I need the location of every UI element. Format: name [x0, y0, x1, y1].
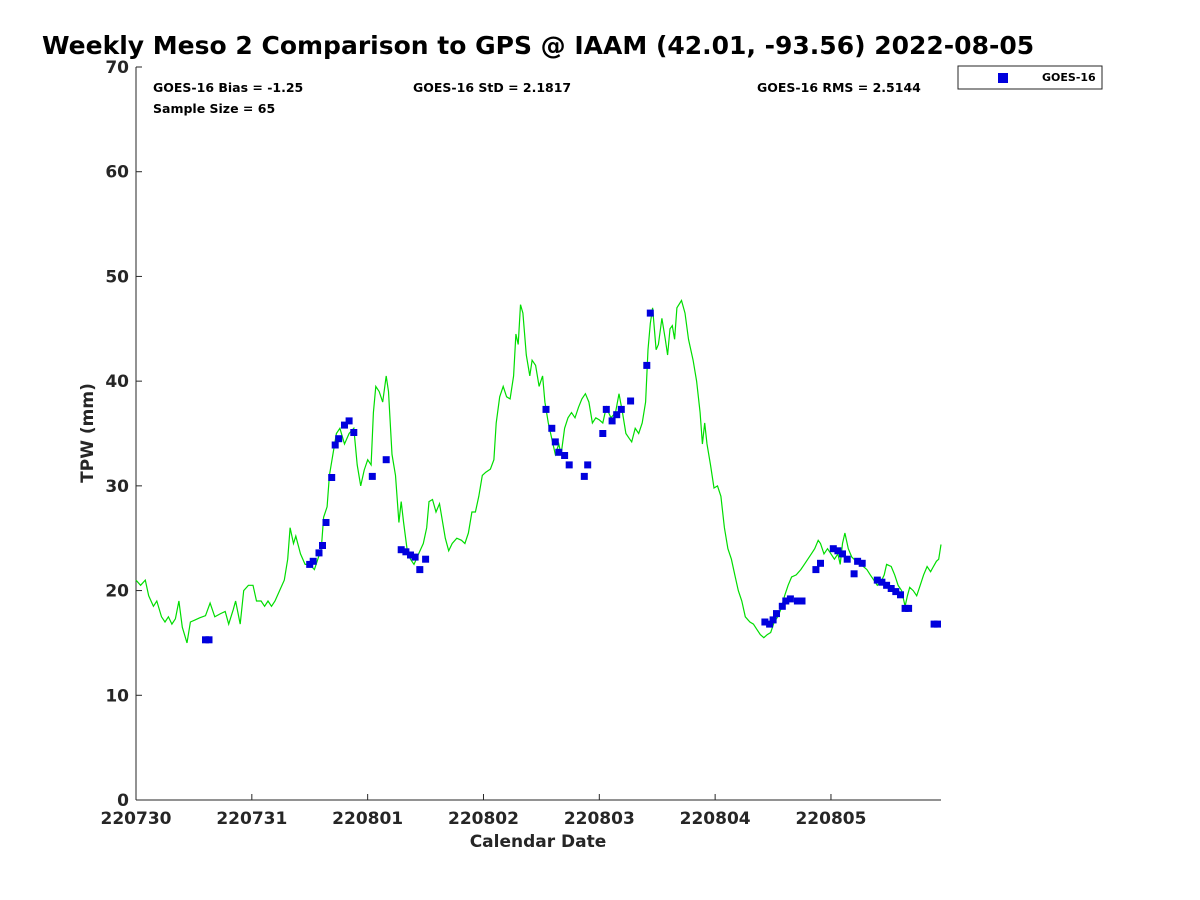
goes16-data-point [382, 456, 390, 464]
y-tick-label: 0 [117, 791, 129, 811]
goes16-data-point [892, 588, 900, 596]
gps-line-layer [135, 299, 942, 644]
goes16-data-point [416, 566, 424, 574]
goes16-data-point [643, 361, 651, 369]
goes16-data-point [551, 438, 559, 446]
goes16-data-point [778, 602, 786, 610]
goes16-data-point [883, 581, 891, 589]
y-tick-label: 60 [105, 163, 129, 183]
goes16-data-point [850, 570, 858, 578]
goes16-data-point [897, 591, 904, 599]
goes16-data-point [331, 441, 339, 449]
x-axis-label: Calendar Date [470, 832, 607, 852]
y-tick-label: 10 [105, 686, 129, 706]
goes16-data-point [402, 548, 410, 556]
legend-marker-square [998, 73, 1008, 83]
goes16-data-point [548, 424, 556, 432]
x-tick-label: 220801 [332, 809, 403, 829]
goes16-data-point [854, 557, 862, 565]
x-tick-label: 220804 [680, 809, 751, 829]
goes16-data-point [773, 610, 780, 618]
x-tick-label: 220730 [101, 809, 172, 829]
goes16-data-point [858, 559, 866, 567]
goes16-data-point [561, 452, 569, 459]
goes16-data-point [422, 555, 430, 563]
goes16-data-point [319, 542, 326, 549]
goes16-data-point [766, 620, 774, 628]
goes16-data-point [542, 405, 550, 413]
chart-title: Weekly Meso 2 Comparison to GPS @ IAAM (… [42, 31, 1034, 60]
goes16-data-point [315, 549, 323, 557]
y-tick-label: 50 [105, 267, 129, 287]
y-tick-label: 30 [105, 477, 129, 497]
x-tick-label: 220731 [216, 809, 287, 829]
legend-box [957, 65, 1103, 90]
x-tick-label: 220805 [795, 809, 866, 829]
legend: GOES-16 [957, 65, 1103, 90]
goes16-data-point [565, 461, 573, 469]
goes16-data-point [786, 595, 794, 603]
rms-stat: GOES-16 RMS = 2.5144 [757, 80, 921, 95]
goes16-data-point [411, 553, 419, 561]
legend-label-goes16: GOES-16 [1042, 71, 1096, 84]
goes16-data-point [341, 421, 348, 429]
y-tick-label: 20 [105, 582, 129, 602]
goes16-data-point [793, 597, 801, 605]
x-tick-label: 220803 [564, 809, 635, 829]
goes16-data-point [322, 519, 330, 526]
y-tick-label: 70 [105, 58, 129, 78]
goes16-data-point [368, 472, 376, 480]
sample-size-stat: Sample Size = 65 [153, 101, 275, 116]
goes16-data-point [205, 636, 213, 644]
goes16-data-point [817, 559, 824, 567]
goes16-data-point [782, 597, 790, 605]
goes16-data-point [769, 616, 777, 624]
goes16-data-point [309, 557, 317, 565]
goes16-data-point [555, 448, 563, 456]
goes16-data-point [646, 309, 654, 317]
goes16-data-point [839, 550, 846, 558]
goes16-data-point [613, 411, 621, 419]
plot-area [135, 67, 941, 801]
y-tick-label: 40 [105, 372, 129, 392]
goes16-data-point [905, 604, 913, 612]
goes16-data-point [328, 474, 336, 481]
goes16-data-point [812, 566, 820, 574]
goes16-data-point [580, 472, 588, 480]
goes16-data-point [873, 576, 881, 584]
goes16-data-point [829, 545, 837, 553]
goes16-data-point [407, 551, 414, 559]
y-ticks: 0 10 20 30 40 50 60 70 [105, 58, 142, 811]
goes16-data-point [627, 397, 635, 405]
goes16-data-point [761, 618, 769, 626]
goes16-data-point [843, 555, 851, 563]
x-tick-label: 220802 [448, 809, 519, 829]
goes16-data-point [602, 405, 610, 413]
goes16-data-point [584, 461, 592, 469]
goes16-data-point [834, 547, 842, 555]
goes16-data-point [878, 578, 886, 586]
gps-series-line [135, 299, 942, 644]
std-stat: GOES-16 StD = 2.1817 [413, 80, 571, 95]
goes16-data-point [335, 435, 343, 443]
goes16-data-point [350, 429, 358, 436]
goes16-data-point [887, 585, 895, 592]
goes16-data-point [599, 430, 607, 437]
bias-stat: GOES-16 Bias = -1.25 [153, 80, 303, 95]
goes16-points-layer [202, 309, 941, 644]
goes16-data-point [798, 597, 806, 605]
y-axis-label: TPW (mm) [78, 383, 98, 483]
goes16-data-point [608, 417, 616, 425]
goes16-data-point [934, 620, 941, 628]
goes16-data-point [397, 546, 405, 554]
goes16-data-point [345, 417, 353, 425]
goes16-data-point [617, 405, 625, 413]
x-ticks: 220730 220731 220801 220802 220803 220804 2208… [101, 794, 866, 829]
